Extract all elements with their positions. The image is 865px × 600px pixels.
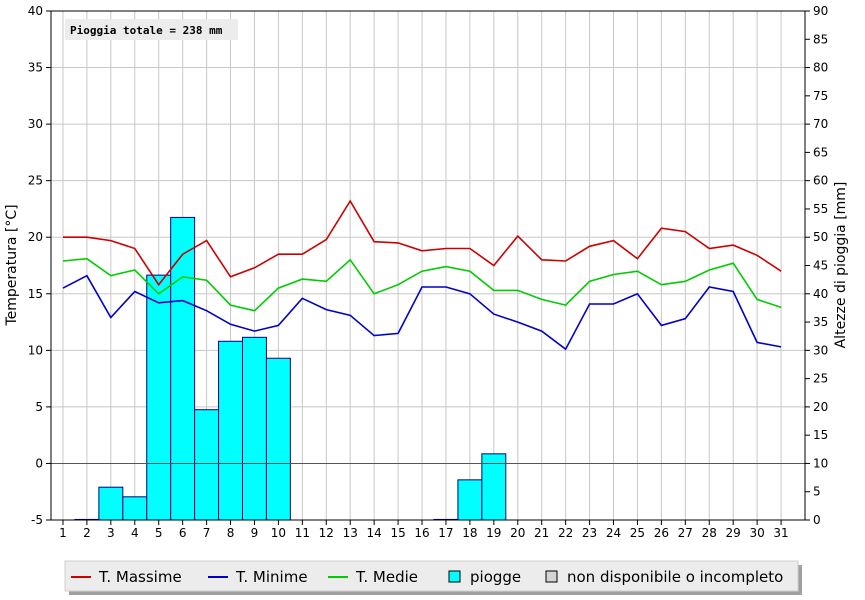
x-tick-label: 6 xyxy=(179,526,187,540)
x-tick-label: 1 xyxy=(59,526,67,540)
right-tick-label: 25 xyxy=(813,372,828,386)
legend-item-t-medie: T. Medie xyxy=(328,568,418,586)
left-axis-title: Temperatura [°C] xyxy=(4,204,20,326)
right-tick-label: 70 xyxy=(813,117,828,131)
left-tick-label: 10 xyxy=(28,343,43,357)
x-tick-label: 11 xyxy=(295,526,310,540)
x-tick-label: 8 xyxy=(227,526,235,540)
x-tick-label: 20 xyxy=(510,526,525,540)
legend-item-non-disponibile-o-incompleto: non disponibile o incompleto xyxy=(545,568,783,586)
right-tick-label: 15 xyxy=(813,428,828,442)
annotation-box xyxy=(65,19,238,40)
left-tick-label: -5 xyxy=(31,513,43,527)
right-tick-label: 10 xyxy=(813,456,828,470)
rain-bar-day-5 xyxy=(146,274,172,521)
left-tick-label: 35 xyxy=(28,61,43,75)
right-tick-label: 5 xyxy=(813,485,821,499)
x-tick-label: 30 xyxy=(749,526,764,540)
x-tick-label: 27 xyxy=(678,526,693,540)
x-tick-label: 3 xyxy=(107,526,115,540)
right-tick-label: 80 xyxy=(813,61,828,75)
right-tick-label: 20 xyxy=(813,400,828,414)
legend: T. Massime T. Minime T. Medie piogge non dis… xyxy=(64,560,802,595)
left-tick-label: 30 xyxy=(28,117,43,131)
rain-bar-day-3 xyxy=(98,486,124,521)
rain-bar-day-18 xyxy=(457,479,483,521)
x-tick-label: 18 xyxy=(462,526,477,540)
x-tick-label: 13 xyxy=(343,526,358,540)
rain-bar-day-6 xyxy=(170,216,196,521)
x-tick-label: 22 xyxy=(558,526,573,540)
legend-swatch-box xyxy=(545,570,558,583)
legend-items: T. Massime T. Minime T. Medie piogge non dis… xyxy=(71,568,783,586)
x-axis-ticks: 1 2 3 4 5 6 7 8 9 10 11 12 13 14 15 16 17 18 19 20 21 22 23 24 2… xyxy=(59,520,789,540)
x-tick-label: 16 xyxy=(414,526,429,540)
x-tick-label: 25 xyxy=(630,526,645,540)
x-tick-label: 2 xyxy=(83,526,91,540)
right-tick-label: 40 xyxy=(813,287,828,301)
x-tick-label: 17 xyxy=(438,526,453,540)
x-tick-label: 24 xyxy=(606,526,621,540)
rain-bars xyxy=(74,216,507,521)
series-line-t-medie xyxy=(62,257,782,312)
legend-label: T. Medie xyxy=(355,568,418,586)
right-tick-label: 85 xyxy=(813,32,828,46)
x-tick-label: 15 xyxy=(390,526,405,540)
x-tick-label: 21 xyxy=(534,526,549,540)
x-tick-label: 29 xyxy=(726,526,741,540)
left-axis-ticks: -5 0 5 10 15 20 25 30 35 40 xyxy=(28,4,51,527)
legend-swatch-box xyxy=(448,570,461,583)
legend-item-t-massime: T. Massime xyxy=(71,568,182,586)
left-tick-label: 40 xyxy=(28,4,43,18)
x-tick-label: 31 xyxy=(773,526,788,540)
legend-label: non disponibile o incompleto xyxy=(567,568,783,586)
left-tick-label: 0 xyxy=(35,456,43,470)
rain-bar-day-8 xyxy=(218,340,243,521)
rain-bar-day-9 xyxy=(241,336,267,521)
left-tick-label: 15 xyxy=(28,287,43,301)
x-tick-label: 9 xyxy=(251,526,259,540)
x-tick-label: 19 xyxy=(486,526,501,540)
right-tick-label: 0 xyxy=(813,513,821,527)
x-tick-label: 10 xyxy=(271,526,286,540)
rain-bar-day-7 xyxy=(194,409,220,521)
right-tick-label: 75 xyxy=(813,89,828,103)
x-tick-label: 4 xyxy=(131,526,139,540)
rain-bar-day-4 xyxy=(122,496,148,521)
right-axis-ticks: 0 5 10 15 20 25 30 35 40 45 50 55 60 65 70 75 80 85 90 xyxy=(805,4,828,527)
legend-item-piogge: piogge xyxy=(448,568,521,586)
legend-label: piogge xyxy=(470,568,521,586)
left-tick-label: 20 xyxy=(28,230,43,244)
x-tick-label: 5 xyxy=(155,526,163,540)
x-tick-label: 14 xyxy=(367,526,382,540)
rain-bar-day-10 xyxy=(265,357,291,521)
x-tick-label: 7 xyxy=(203,526,211,540)
x-tick-label: 26 xyxy=(654,526,669,540)
x-tick-label: 23 xyxy=(582,526,597,540)
right-tick-label: 50 xyxy=(813,230,828,244)
legend-label: T. Massime xyxy=(98,568,182,586)
right-tick-label: 65 xyxy=(813,145,828,159)
total-rain-annotation: Pioggia totale = 238 mm xyxy=(65,19,238,40)
legend-box xyxy=(64,560,799,592)
right-tick-label: 90 xyxy=(813,4,828,18)
right-tick-label: 60 xyxy=(813,174,828,188)
legend-label: T. Minime xyxy=(235,568,308,586)
left-tick-label: 5 xyxy=(35,400,43,414)
right-tick-label: 45 xyxy=(813,259,828,273)
x-tick-label: 12 xyxy=(319,526,334,540)
right-tick-label: 30 xyxy=(813,343,828,357)
left-tick-label: 25 xyxy=(28,174,43,188)
temperature-lines xyxy=(62,199,782,351)
series-line-t-massime xyxy=(63,199,782,287)
annotation-text: Pioggia totale = 238 mm xyxy=(70,24,223,37)
x-tick-label: 28 xyxy=(702,526,717,540)
right-tick-label: 55 xyxy=(813,202,828,216)
legend-item-t-minime: T. Minime xyxy=(208,568,308,586)
series-line-t-minime xyxy=(62,274,782,351)
right-tick-label: 35 xyxy=(813,315,828,329)
right-axis-title: Altezze di pioggia [mm] xyxy=(833,182,849,349)
